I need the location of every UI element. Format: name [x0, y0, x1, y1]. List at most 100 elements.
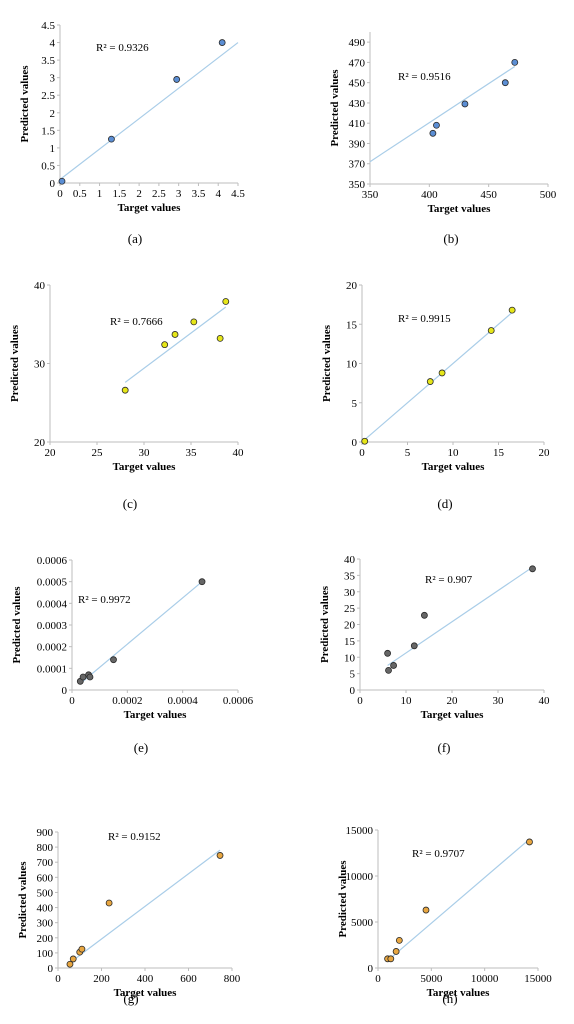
- panel-caption: (h): [442, 991, 457, 1006]
- data-point: [422, 906, 430, 914]
- y-tick-label: 30: [34, 359, 46, 371]
- x-tick-label: 200: [93, 973, 110, 985]
- y-tick-label: 15000: [346, 825, 374, 837]
- y-tick-label: 700: [37, 857, 54, 869]
- data-point: [216, 852, 224, 859]
- x-axis-title: Target values: [124, 709, 188, 721]
- data-point: [216, 334, 224, 342]
- data-point: [218, 39, 226, 46]
- y-tick-label: 5000: [351, 917, 374, 929]
- trendline: [363, 312, 513, 441]
- y-tick-label: 0.0003: [37, 620, 68, 632]
- data-point: [361, 437, 369, 445]
- y-tick-label: 900: [37, 827, 54, 839]
- data-point: [222, 298, 230, 305]
- trendline: [59, 42, 239, 180]
- data-point: [508, 306, 516, 314]
- y-tick-label: 2.5: [41, 90, 55, 102]
- x-tick-label: 40: [539, 695, 551, 707]
- y-tick-label: 0.0004: [37, 598, 68, 610]
- x-tick-label: 4: [215, 188, 221, 200]
- panel-caption: (g): [123, 991, 138, 1006]
- data-point: [392, 948, 400, 955]
- chart-panel-g: 0 100 200 300 400 500 600 700 800 900 0 200 400 600 80…: [17, 827, 241, 1006]
- y-axis-title: Predicted values: [319, 585, 331, 663]
- x-tick-label: 10000: [471, 973, 499, 985]
- x-tick-label: 5000: [420, 973, 443, 985]
- data-point: [390, 662, 397, 669]
- x-tick-label: 4.5: [231, 188, 245, 200]
- x-tick-label: 10: [448, 447, 460, 459]
- y-axis-title: Predicted values: [337, 860, 349, 938]
- y-tick-label: 10: [346, 359, 358, 371]
- y-tick-label: 0: [48, 963, 54, 975]
- y-tick-label: 35: [344, 570, 356, 582]
- y-tick-label: 0: [50, 178, 56, 190]
- y-tick-label: 3: [50, 73, 56, 85]
- x-tick-label: 0: [55, 973, 61, 985]
- x-axis-title: Target values: [427, 987, 491, 999]
- y-tick-label: 0: [352, 437, 358, 449]
- data-point: [161, 341, 169, 349]
- y-tick-label: 800: [37, 842, 54, 854]
- x-tick-label: 40: [233, 447, 245, 459]
- x-tick-label: 3.5: [192, 188, 206, 200]
- data-point: [385, 666, 392, 674]
- y-tick-label: 490: [349, 37, 366, 49]
- data-point: [526, 838, 533, 846]
- x-tick-label: 15: [493, 447, 505, 459]
- y-tick-label: 30: [344, 587, 356, 599]
- data-point: [395, 937, 403, 944]
- data-point: [173, 76, 181, 83]
- data-point: [429, 129, 437, 137]
- y-tick-label: 370: [349, 159, 366, 171]
- chart-panel-a: 0 0.5 1 1.5 2 2.5 3 3.5 4 4.5 0 0.5 1 1.5 2 2.5 3 3.5 4 4.5…: [19, 20, 245, 246]
- y-tick-label: 4: [50, 38, 56, 50]
- y-axis-title: Predicted values: [19, 65, 31, 143]
- x-tick-label: 2.5: [152, 188, 166, 200]
- x-tick-label: 600: [180, 973, 197, 985]
- panel-caption: (a): [128, 231, 142, 246]
- y-tick-label: 10000: [346, 871, 374, 883]
- y-tick-label: 5: [352, 398, 358, 410]
- y-tick-label: 20: [346, 280, 358, 292]
- y-tick-label: 40: [34, 280, 46, 292]
- chart-panel-e: 0 0.0001 0.0002 0.0003 0.0004 0.0005 0.0006 0 0.…: [11, 555, 254, 755]
- chart-panel-f: 0 5 10 15 20 25 30 35 40 0 10 20 30 40 R² = 0.907 Targe…: [319, 554, 550, 755]
- y-tick-label: 0.0005: [37, 577, 68, 589]
- y-axis-title: Predicted values: [321, 324, 333, 402]
- x-tick-label: 0.5: [73, 188, 87, 200]
- data-point: [384, 649, 392, 657]
- y-axis-title: Predicted values: [11, 586, 23, 664]
- panel-caption: (e): [134, 740, 148, 755]
- y-tick-label: 100: [37, 948, 54, 960]
- x-tick-label: 25: [92, 447, 104, 459]
- y-tick-label: 15: [344, 636, 356, 648]
- y-tick-label: 470: [349, 57, 366, 69]
- data-point: [66, 960, 74, 968]
- y-tick-label: 0: [350, 685, 356, 697]
- x-tick-label: 20: [447, 695, 459, 707]
- r-squared-label: R² = 0.9707: [412, 848, 465, 860]
- x-tick-label: 350: [362, 189, 379, 201]
- r-squared-label: R² = 0.9915: [398, 313, 451, 325]
- y-tick-label: 40: [344, 554, 356, 566]
- x-tick-label: 800: [224, 973, 241, 985]
- x-tick-label: 15000: [524, 973, 552, 985]
- x-tick-label: 0.0002: [112, 695, 142, 707]
- data-point: [511, 59, 519, 66]
- trendline: [124, 306, 227, 383]
- y-tick-label: 0.0006: [37, 555, 68, 567]
- data-point: [426, 378, 434, 385]
- y-tick-label: 25: [344, 603, 356, 615]
- panel-caption: (f): [438, 740, 451, 755]
- y-tick-label: 430: [349, 98, 366, 110]
- y-tick-label: 3.5: [41, 55, 55, 67]
- x-axis-title: Target values: [422, 461, 486, 473]
- y-tick-label: 0.5: [41, 160, 55, 172]
- x-axis-title: Target values: [114, 987, 178, 999]
- trendline: [369, 65, 516, 163]
- y-tick-label: 1.5: [41, 125, 55, 137]
- chart-panel-c: 20 30 40 20 25 30 35 40 R² = 0.7666 Target values…: [9, 280, 244, 511]
- data-point: [171, 331, 179, 338]
